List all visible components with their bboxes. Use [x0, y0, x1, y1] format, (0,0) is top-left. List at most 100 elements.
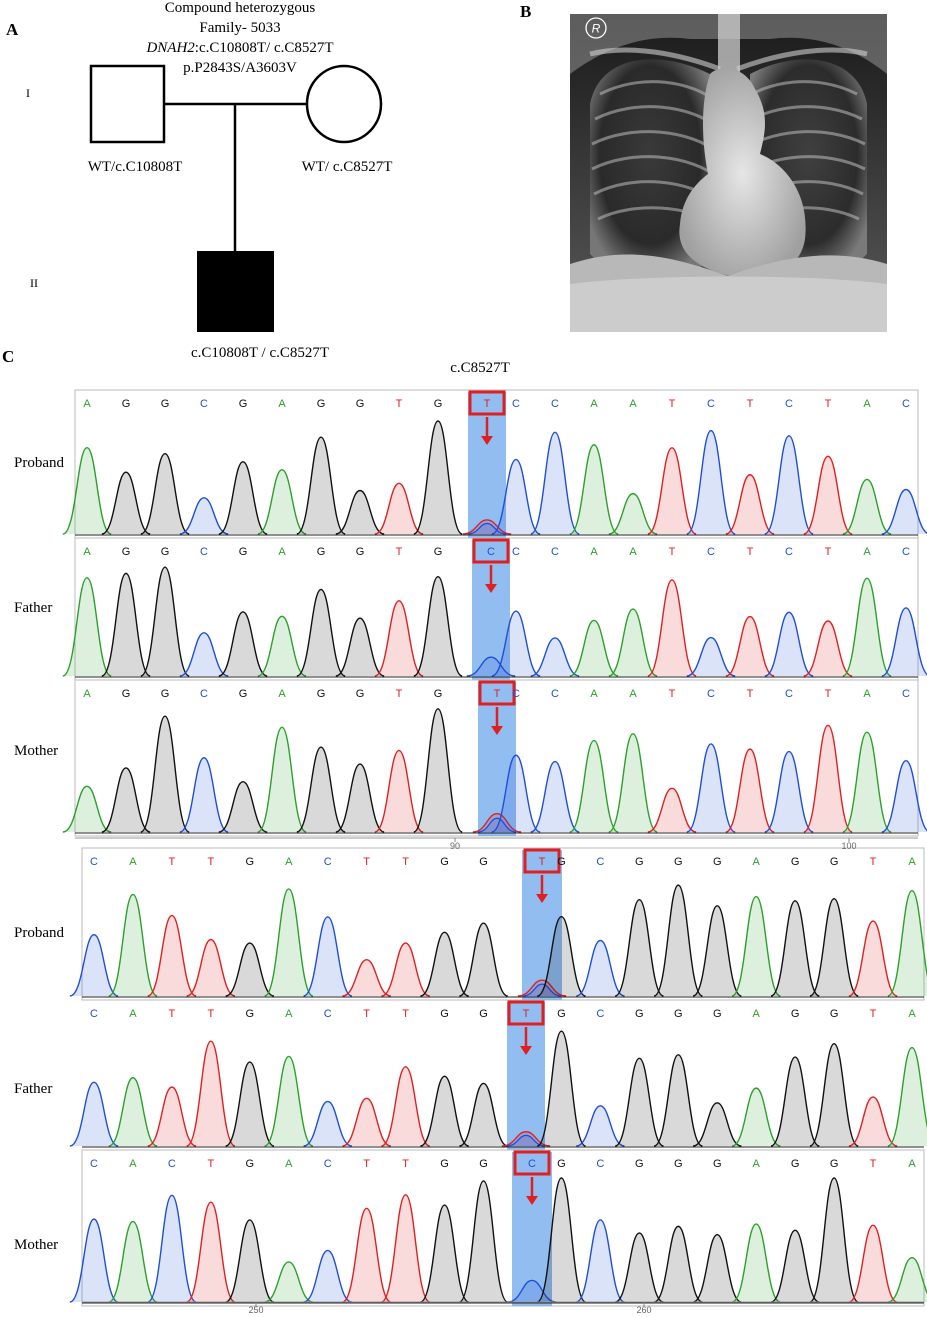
trace-peak	[608, 733, 658, 833]
variant-highlight	[468, 392, 506, 538]
base-call: T	[870, 1008, 877, 1020]
base-call: T	[825, 546, 832, 558]
base-call: T	[669, 546, 676, 558]
variant-highlight	[507, 1002, 545, 1150]
base-call: G	[356, 688, 365, 700]
pedigree-protein-change: p.P2843S/A3603V	[183, 60, 297, 76]
base-call: C	[785, 688, 793, 700]
trace-peak	[69, 1218, 119, 1303]
base-call: A	[285, 856, 293, 868]
base-call: G	[317, 688, 326, 700]
base-call: G	[830, 1008, 839, 1020]
base-call: G	[356, 546, 365, 558]
base-call: T	[870, 1158, 877, 1170]
trace-peak-secondary	[522, 983, 562, 997]
trace-peak	[62, 446, 112, 535]
trace-peak	[179, 497, 229, 535]
trace-peak	[459, 1082, 508, 1147]
trace-peak	[887, 890, 927, 997]
trace-peak	[614, 1057, 664, 1147]
base-call: C	[707, 688, 715, 700]
trace-peak	[374, 749, 424, 833]
variant-arrowhead	[481, 436, 493, 445]
trace-peak	[809, 898, 859, 997]
base-call: C	[596, 1008, 604, 1020]
base-call: G	[635, 856, 644, 868]
base-call: A	[83, 688, 91, 700]
base-call: T	[825, 688, 832, 700]
trace-peak	[374, 482, 424, 535]
base-call: G	[830, 856, 839, 868]
trace-peak	[296, 746, 346, 833]
base-call: T	[523, 1008, 530, 1020]
base-call: G	[635, 1158, 644, 1170]
base-call: C	[785, 398, 793, 410]
trace-peak	[647, 787, 697, 833]
trace-peak	[303, 1249, 353, 1303]
trace-peak	[842, 478, 892, 535]
trace-peak	[303, 916, 353, 997]
base-call: T	[169, 1008, 176, 1020]
base-call: G	[239, 546, 248, 558]
base-call: G	[239, 688, 248, 700]
variant-arrowhead	[536, 894, 548, 903]
trace-peak	[147, 1194, 197, 1303]
trace-peak	[491, 754, 541, 833]
father-symbol	[89, 64, 166, 144]
trace-peak	[653, 1225, 703, 1303]
base-call: C	[785, 546, 793, 558]
base-call: T	[396, 688, 403, 700]
trace-peak	[420, 931, 469, 997]
base-call: G	[122, 398, 131, 410]
trace-peak	[342, 1207, 392, 1303]
bottom-father-label: Father	[14, 1081, 53, 1097]
base-call: C	[324, 1008, 332, 1020]
mother-genotype: WT/ c.C8527T	[301, 159, 393, 175]
base-call: G	[440, 856, 449, 868]
trace-peak	[725, 474, 775, 535]
base-call: C	[512, 546, 520, 558]
trace-peak	[62, 577, 112, 677]
base-call: A	[753, 856, 761, 868]
base-call: A	[629, 688, 637, 700]
bottom-proband-label: Proband	[14, 925, 64, 941]
trace-peak	[692, 1233, 742, 1303]
base-call: A	[629, 398, 637, 410]
trace-peak	[69, 1081, 119, 1147]
trace-peak	[653, 1054, 703, 1147]
base-call: C	[902, 398, 910, 410]
top-proband-label: Proband	[14, 455, 64, 471]
trace-peak	[803, 724, 853, 833]
trace-peak	[335, 489, 385, 535]
trace-peak	[575, 1219, 625, 1303]
base-call: C	[200, 398, 208, 410]
base-call: T	[363, 1008, 370, 1020]
trace-peak	[614, 1232, 664, 1303]
trace-peak	[257, 615, 307, 677]
base-call: C	[528, 1158, 536, 1170]
trace-peak	[218, 611, 268, 677]
base-call: T	[363, 856, 370, 868]
base-call: A	[753, 1158, 761, 1170]
base-call: T	[207, 1158, 214, 1170]
base-call: A	[285, 1008, 293, 1020]
base-call: G	[440, 1158, 449, 1170]
top-father-label: Father	[14, 600, 53, 616]
trace-peak	[507, 1279, 557, 1303]
trace-peak	[530, 637, 580, 677]
variant-arrowhead	[491, 726, 503, 735]
trace-peak	[335, 617, 385, 677]
trace-peak	[692, 905, 742, 997]
trace-peak	[140, 566, 190, 677]
base-call: C	[512, 688, 520, 700]
base-call: C	[707, 546, 715, 558]
base-call: A	[590, 398, 598, 410]
trace-peak	[381, 1194, 431, 1303]
trace-peak	[536, 915, 586, 997]
trace-peak	[725, 748, 775, 833]
trace-peak	[491, 458, 541, 535]
variant-box	[523, 848, 561, 874]
base-call: G	[161, 546, 170, 558]
